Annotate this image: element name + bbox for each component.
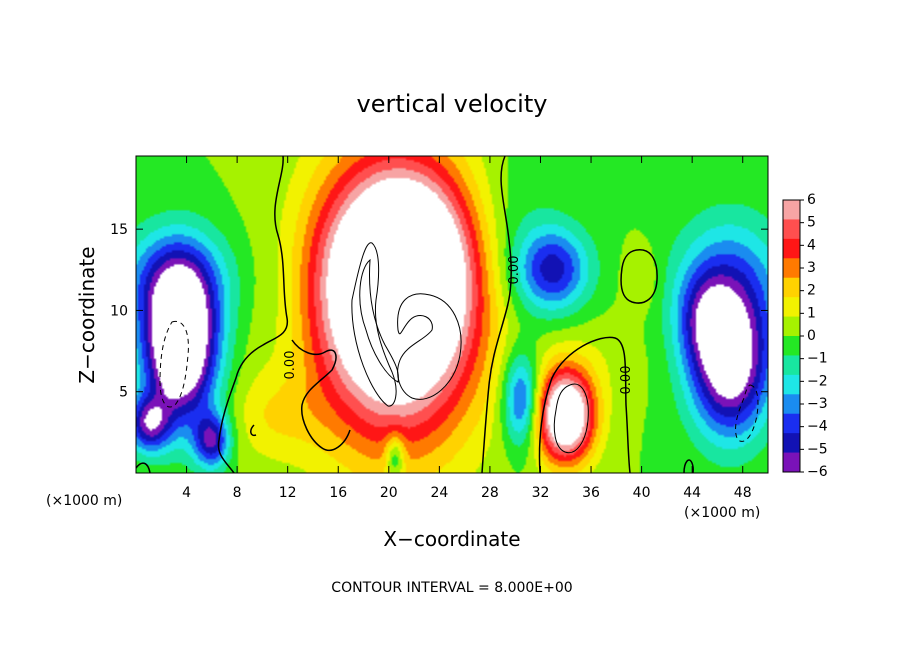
x-tick-label: 28 [481, 485, 499, 501]
plot-frame [135, 155, 769, 474]
zero-contour-updraft [481, 155, 512, 474]
colorbar-swatch [783, 258, 800, 279]
y-tick-label: 5 [119, 385, 128, 401]
y-tick-label: 10 [110, 303, 128, 319]
contour-interval-note: CONTOUR INTERVAL = 8.000E+00 [331, 580, 572, 596]
colorbar-swatch [783, 277, 800, 298]
contour-label-zero-a: 0.00 [507, 256, 522, 285]
x-tick-label: 32 [532, 485, 550, 501]
x-tick-label: 40 [633, 485, 651, 501]
colorbar-swatch [783, 316, 800, 337]
x-axis-label: X−coordinate [383, 527, 520, 551]
colorbar-swatch [783, 394, 800, 415]
colorbar-tick-label: −2 [807, 373, 828, 389]
negative-contour-left [159, 320, 189, 408]
colorbar-tick-label: 0 [807, 328, 816, 344]
colorbar-swatch [783, 219, 800, 240]
x-axis: 4 8 12 16 20 24 28 32 36 40 44 48 [182, 156, 752, 501]
positive-contour-updraft-c [397, 293, 462, 400]
colorbar-tick-label: 6 [807, 192, 816, 208]
y-axis-label: Z−coordinate [75, 246, 99, 383]
zero-contour-oval [620, 249, 658, 304]
positive-contour-updraft-a [351, 242, 397, 407]
x-tick-label: 24 [430, 485, 448, 501]
y-tick-label: 15 [110, 222, 128, 238]
zero-contour-lower-lobe [291, 339, 351, 451]
colorbar-swatch [783, 200, 800, 220]
x-tick-label: 48 [734, 485, 752, 501]
plot-area: 0.00 0.00 0.00 [135, 155, 769, 474]
positive-contour-right-cell [553, 383, 589, 454]
zero-contour-left [217, 155, 289, 474]
colorbar-swatch [783, 297, 800, 318]
chart-title: vertical velocity [357, 90, 548, 118]
contour-label-zero-b: 0.00 [619, 366, 634, 395]
x-unit-right: (×1000 m) [684, 505, 760, 521]
colorbar-tick-label: −4 [807, 419, 828, 435]
colorbar-swatch [783, 238, 800, 259]
colorbar-swatch [783, 413, 800, 434]
colorbar-tick-label: 2 [807, 283, 816, 299]
x-tick-label: 12 [279, 485, 297, 501]
zero-contour-small [250, 424, 257, 437]
colorbar-tick-label: 5 [807, 215, 816, 231]
zero-contour-bottom-right [683, 459, 694, 474]
x-tick-label: 8 [233, 485, 242, 501]
x-tick-label: 16 [329, 485, 347, 501]
colorbar-swatch [783, 452, 800, 473]
contour-lines: 0.00 0.00 0.00 [135, 155, 759, 474]
colorbar-tick-label: 1 [807, 305, 816, 321]
x-tick-label: 20 [380, 485, 398, 501]
colorbar-tick-label: −5 [807, 441, 828, 457]
colorbar-tick-label: −6 [807, 464, 828, 480]
colorbar-tick-label: −3 [807, 396, 828, 412]
colorbar-tick-label: 4 [807, 237, 816, 253]
x-unit-left: (×1000 m) [46, 493, 122, 509]
colorbar-swatch [783, 336, 800, 356]
x-tick-label: 4 [182, 485, 191, 501]
colorbar-swatch [783, 433, 800, 454]
colorbar: 6 5 4 3 2 1 0 −1 −2 −3 −4 −5 −6 [782, 192, 828, 480]
x-tick-label: 44 [683, 485, 701, 501]
velocity-field [136, 156, 768, 473]
zero-contour-bottom-left [135, 462, 151, 474]
negative-contour-right [735, 384, 759, 442]
contour-label-zero-c: 0.00 [283, 351, 298, 380]
positive-contour-updraft-b [359, 258, 399, 383]
colorbar-swatch [783, 374, 800, 395]
y-axis: 5 10 15 [110, 222, 768, 401]
colorbar-swatch [783, 355, 800, 376]
colorbar-tick-label: 3 [807, 260, 816, 276]
x-tick-label: 36 [582, 485, 600, 501]
colorbar-tick-label: −1 [807, 351, 828, 367]
zero-contour-right-cell [538, 336, 631, 474]
